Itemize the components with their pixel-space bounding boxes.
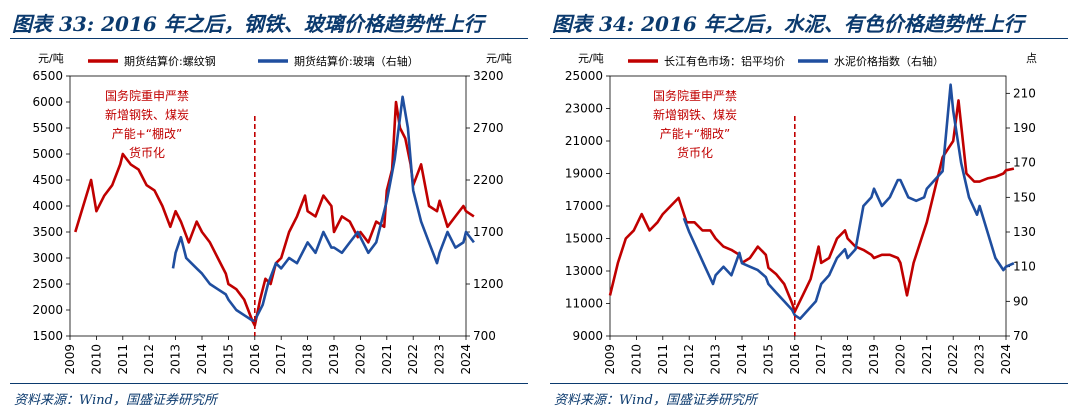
right-tick-label: 70 [1013,329,1028,343]
x-tick-label: 2013 [169,344,183,375]
x-tick-label: 2018 [301,344,315,375]
left-tick-label: 23000 [565,102,603,116]
left-tick-label: 25000 [565,69,603,83]
x-tick-label: 2013 [709,344,723,375]
title-rule [550,38,1068,39]
x-tick-label: 2023 [973,344,987,375]
x-tick-label: 2019 [327,344,341,375]
left-tick-label: 4000 [32,199,63,213]
x-tick-label: 2012 [682,344,696,375]
left-tick-label: 6000 [32,95,63,109]
chart-panel-aluminum-cement: 图表 34: 2016 年之后，水泥、有色价格趋势性上行 元/吨 点 9000 110… [540,0,1080,416]
x-tick-label: 2011 [656,344,670,375]
right-tick-label: 150 [1013,190,1036,204]
right-axis-unit: 点 [1026,52,1037,65]
x-tick-label: 2022 [406,344,420,375]
left-tick-label: 17000 [565,199,603,213]
x-tick-label: 2024 [999,344,1013,375]
x-tick-label: 2020 [353,344,367,375]
right-tick-label: 1200 [473,277,504,291]
left-tick-label: 6500 [32,69,63,83]
policy-annotation-line: 新增钢铁、煤炭 [653,107,737,122]
right-tick-label: 2700 [473,121,504,135]
x-tick-label: 2021 [380,344,394,375]
series-line-2 [171,95,475,322]
policy-annotation-line: 产能+“棚改” [112,126,183,141]
right-axis-unit: 元/吨 [486,52,512,65]
x-tick-label: 2015 [221,344,235,375]
x-tick-label: 2024 [459,344,473,375]
right-tick-label: 3200 [473,69,504,83]
left-tick-label: 13000 [565,264,603,278]
figure-title: 图表 34: 2016 年之后，水泥、有色价格趋势性上行 [552,12,1024,36]
x-tick-label: 2017 [814,344,828,375]
right-tick-label: 190 [1013,121,1036,135]
x-tick-label: 2010 [89,344,103,375]
x-tick-label: 2011 [116,344,130,375]
policy-annotation-line: 国务院重申严禁 [653,88,737,103]
series-line-1 [74,100,475,327]
x-tick-label: 2014 [735,344,749,375]
left-axis-unit: 元/吨 [578,52,604,65]
legend-label: 期货结算价:玻璃（右轴） [294,54,419,68]
right-tick-label: 2200 [473,173,504,187]
right-tick-label: 700 [473,329,496,343]
figure-title: 图表 33: 2016 年之后，钢铁、玻璃价格趋势性上行 [12,12,484,36]
right-tick-label: 170 [1013,156,1036,170]
x-tick-label: 2022 [946,344,960,375]
left-axis-unit: 元/吨 [38,52,64,65]
x-tick-label: 2020 [893,344,907,375]
left-tick-label: 3500 [32,225,63,239]
x-tick-label: 2023 [433,344,447,375]
left-tick-label: 2000 [32,303,63,317]
left-tick-label: 5500 [32,121,63,135]
legend-label: 长江有色市场：铝平均价 [664,54,785,68]
x-tick-label: 2016 [788,344,802,375]
left-tick-label: 2500 [32,277,63,291]
figure-source: 资料来源：Wind，国盛证券研究所 [14,393,217,408]
x-tick-label: 2010 [629,344,643,375]
policy-annotation-line: 货币化 [129,145,165,160]
right-tick-label: 130 [1013,225,1036,239]
policy-annotation-line: 国务院重申严禁 [105,88,189,103]
policy-annotation-line: 产能+“棚改” [660,126,731,141]
right-tick-label: 210 [1013,86,1036,100]
legend-label: 期货结算价:螺纹钢 [124,54,216,68]
left-tick-label: 9000 [572,329,603,343]
left-tick-label: 3000 [32,251,63,265]
left-tick-label: 4500 [32,173,63,187]
source-rule [10,383,528,384]
right-tick-label: 1700 [473,225,504,239]
x-tick-label: 2009 [603,344,617,375]
right-tick-label: 90 [1013,294,1028,308]
left-tick-label: 19000 [565,167,603,181]
figure-source: 资料来源：Wind，国盛证券研究所 [554,393,757,408]
source-rule [550,383,1068,384]
x-tick-label: 2019 [867,344,881,375]
x-tick-label: 2017 [274,344,288,375]
x-tick-label: 2015 [761,344,775,375]
series-line-2 [682,83,1015,321]
policy-annotation-line: 新增钢铁、煤炭 [105,107,189,122]
policy-annotation-line: 货币化 [677,145,713,160]
x-tick-label: 2009 [63,344,77,375]
x-tick-label: 2012 [142,344,156,375]
legend-label: 水泥价格指数（右轴） [834,54,944,68]
x-tick-label: 2014 [195,344,209,375]
line-chart-aluminum-cement: 元/吨 点 9000 11000 13000 15000 17000 19000 21000 23… [565,52,1037,375]
right-tick-label: 110 [1013,260,1036,274]
x-tick-label: 2021 [920,344,934,375]
left-tick-label: 1500 [32,329,63,343]
x-tick-label: 2018 [841,344,855,375]
left-tick-label: 21000 [565,134,603,148]
title-rule [10,38,528,39]
chart-panel-steel-glass: 图表 33: 2016 年之后，钢铁、玻璃价格趋势性上行 元/吨 元/吨 1500 2… [10,12,528,408]
line-chart-steel-glass: 元/吨 元/吨 1500 2000 2500 3000 3500 4000 4500 5000 55… [32,52,512,375]
x-tick-label: 2016 [248,344,262,375]
left-tick-label: 15000 [565,232,603,246]
left-tick-label: 5000 [32,147,63,161]
left-tick-label: 11000 [565,297,603,311]
